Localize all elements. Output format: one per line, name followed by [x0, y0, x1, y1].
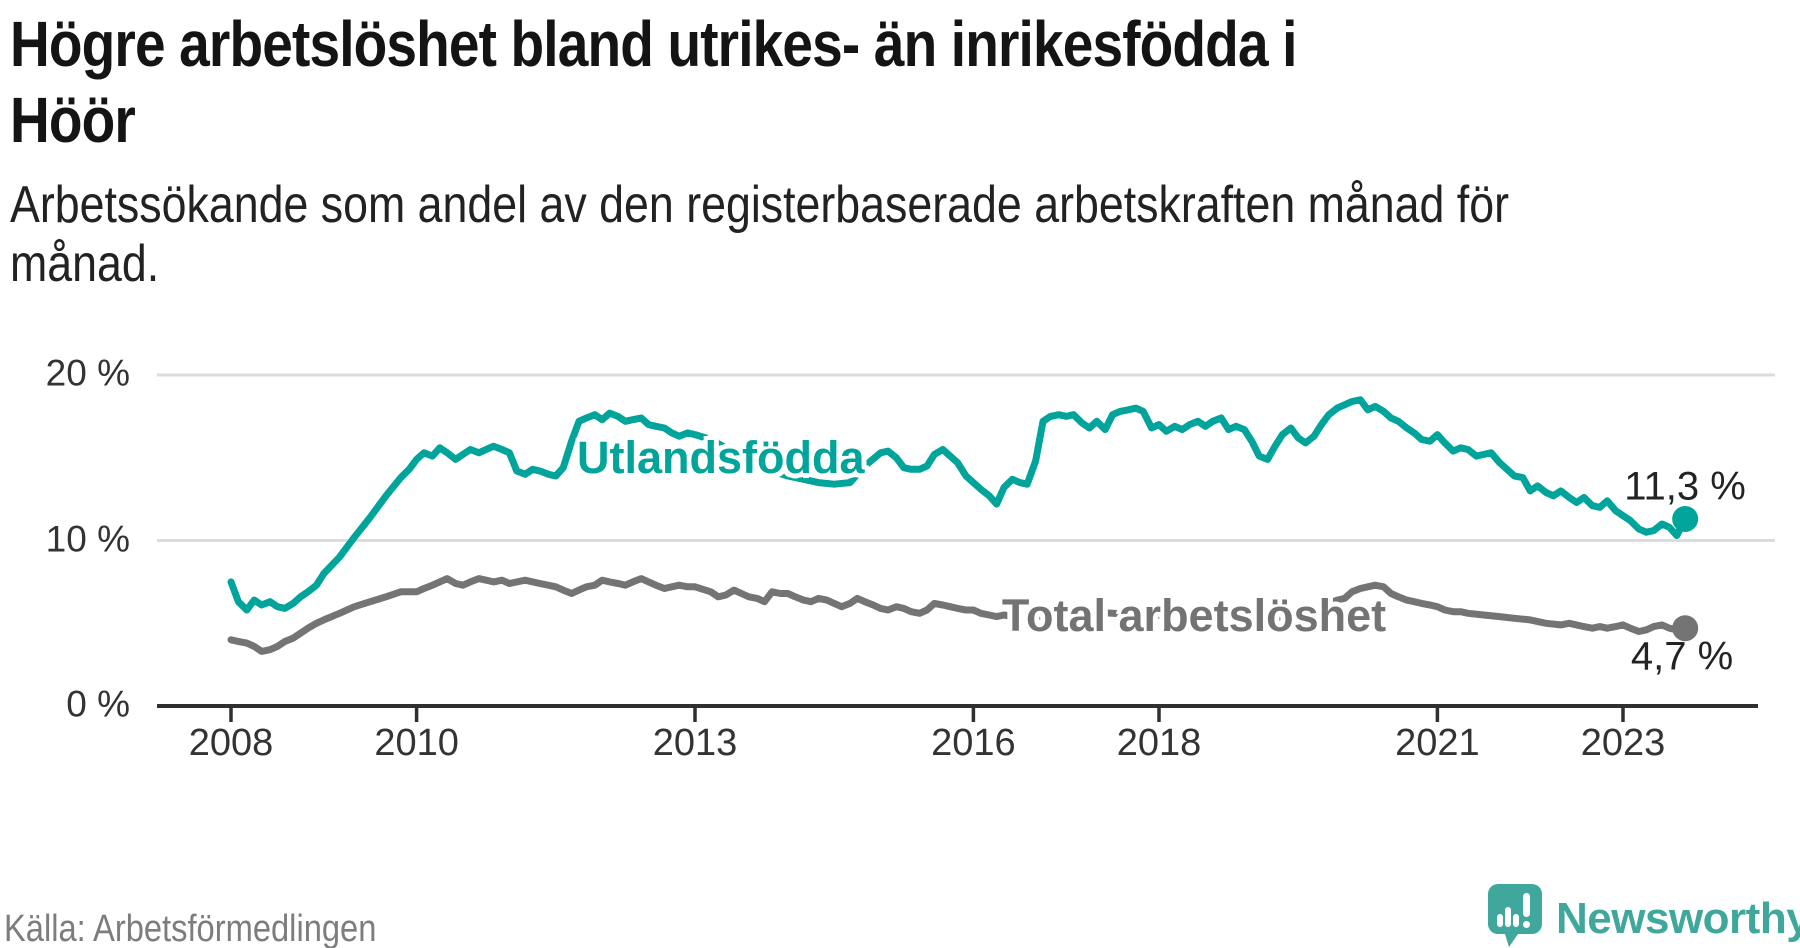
end-dot-total-arbetsloshet	[1672, 615, 1699, 642]
subtitle-line-1: Arbetssökande som andel av den registerb…	[10, 176, 1509, 234]
source-attribution: Källa: Arbetsförmedlingen	[4, 908, 377, 948]
x-tick-label-2021: 2021	[1395, 722, 1480, 764]
subtitle-line-2: månad.	[10, 235, 160, 293]
newsworthy-speech-bubble-icon	[1488, 884, 1542, 947]
series-label-total-arbetsloshet: Total arbetslöshet	[1001, 590, 1387, 641]
x-tick-label-2018: 2018	[1116, 722, 1202, 764]
x-tick-label-2010: 2010	[374, 722, 459, 764]
end-value-label-utlandsfodda: 11,3 %	[1624, 464, 1746, 509]
page-title: Högre arbetslöshet bland utrikes- än inr…	[10, 6, 1506, 158]
end-dot-utlandsfodda	[1672, 505, 1699, 532]
chart-subtitle: Arbetssökande som andel av den registerb…	[10, 176, 1753, 294]
end-value-label-total: 4,7 %	[1630, 634, 1734, 679]
series-label-utlandsfodda: Utlandsfödda	[577, 432, 865, 483]
y-tick-label-20: 20 %	[45, 352, 130, 394]
x-tick-label-2008: 2008	[188, 722, 274, 764]
series-line-utlandsfodda	[227, 396, 1689, 614]
x-tick-label-2023: 2023	[1580, 722, 1666, 764]
title-line-2: Höör	[10, 84, 136, 156]
series-line-total-arbetsloshet	[227, 575, 1689, 655]
title-line-1: Högre arbetslöshet bland utrikes- än inr…	[10, 8, 1297, 80]
x-tick-label-2016: 2016	[931, 722, 1016, 764]
x-tick-label-2013: 2013	[652, 722, 738, 764]
y-tick-label-10: 10 %	[45, 517, 130, 559]
newsworthy-brand-name: Newsworthy	[1556, 894, 1800, 943]
newsworthy-logo: Newsworthy	[1488, 884, 1800, 948]
y-tick-label-0: 0 %	[66, 683, 130, 725]
